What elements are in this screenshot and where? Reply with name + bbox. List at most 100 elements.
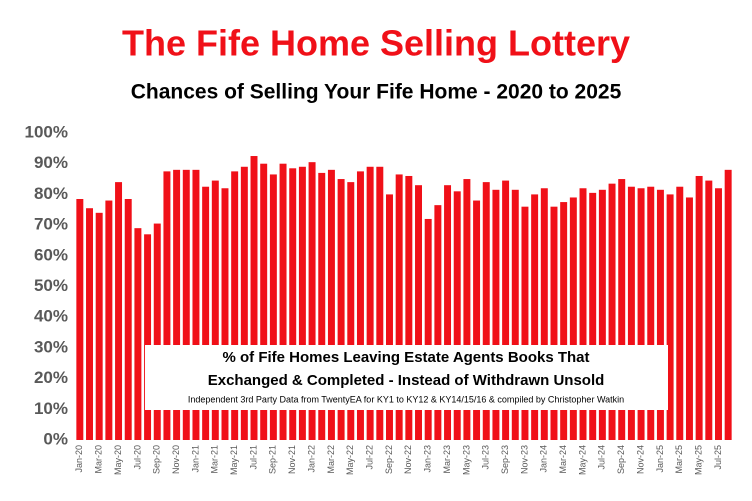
bar (715, 188, 722, 440)
x-tick-label: May-22 (345, 445, 355, 475)
annotation: Exchanged & Completed - Instead of Withd… (208, 372, 605, 389)
x-tick-label: Mar-21 (210, 445, 220, 474)
bar (482, 182, 490, 440)
x-tick-label: Jan-21 (190, 445, 200, 473)
bar (86, 208, 93, 440)
bar (134, 228, 142, 440)
bar (627, 186, 635, 440)
bar (366, 166, 374, 440)
y-tick-label: 30% (34, 337, 68, 356)
bar (124, 199, 132, 440)
bar (211, 180, 219, 440)
bar (240, 166, 248, 440)
bar (260, 163, 268, 440)
bar (182, 169, 190, 440)
plot-area: 0% 10% 20% 30% 40% 50% 60% 70% 80% 90% 100% Jan-20 M… (25, 122, 732, 475)
bar (356, 171, 364, 440)
x-tick-label: Jul-20 (132, 445, 142, 470)
bar (531, 194, 539, 440)
y-tick-label: 40% (34, 307, 68, 326)
bar (337, 179, 345, 441)
bar (666, 194, 674, 440)
bar (608, 183, 616, 440)
x-tick-label: Jul-25 (713, 445, 723, 470)
y-tick-label: 80% (34, 184, 68, 203)
bar (685, 197, 693, 440)
bar (376, 166, 384, 440)
x-tick-label: Jan-24 (539, 445, 549, 473)
x-tick-label: Sep-20 (152, 445, 162, 474)
x-tick-label: Sep-22 (384, 445, 394, 474)
bar (308, 162, 316, 441)
bar (695, 175, 703, 441)
x-tick-label: Jul-22 (365, 445, 375, 470)
annotation-box (145, 345, 668, 410)
y-tick-label: 90% (34, 153, 68, 172)
bar (589, 192, 597, 440)
x-tick-label: Sep-24 (616, 445, 626, 474)
bar (492, 189, 500, 440)
bar (144, 234, 152, 440)
y-tick-label: 70% (34, 215, 68, 234)
bar (579, 188, 587, 440)
bar (676, 186, 684, 440)
x-tick-label: Jan-22 (306, 445, 316, 473)
bar (705, 180, 713, 440)
x-tick-label: Sep-23 (500, 445, 510, 474)
chart-subtitle: Chances of Selling Your Fife Home - 2020… (131, 81, 622, 104)
bar (298, 166, 306, 440)
bar (153, 223, 161, 440)
bar (405, 175, 413, 441)
bar (163, 171, 171, 440)
bar (202, 186, 210, 440)
bar (656, 189, 664, 440)
bar (550, 206, 558, 440)
bar (347, 182, 355, 440)
x-tick-label: Mar-24 (558, 445, 568, 474)
annotation: % of Fife Homes Leaving Estate Agents Bo… (222, 349, 589, 366)
x-tick-label: Mar-22 (326, 445, 336, 474)
bar (221, 188, 229, 440)
x-tick-label: Jul-23 (481, 445, 491, 470)
x-tick-label: Mar-25 (674, 445, 684, 474)
x-tick-label: Mar-20 (94, 445, 104, 474)
bar (115, 182, 123, 440)
bar (444, 185, 452, 440)
x-tick-label: May-20 (113, 445, 123, 475)
bar (473, 200, 481, 440)
bar (463, 179, 471, 441)
y-tick-label: 10% (34, 399, 68, 418)
bar (598, 189, 606, 440)
x-tick-label: Mar-23 (442, 445, 452, 474)
bar (540, 188, 548, 440)
bar (173, 169, 181, 440)
bar (250, 156, 258, 440)
bar (386, 194, 393, 440)
x-tick-label: May-21 (229, 445, 239, 475)
x-tick-label: Jan-23 (423, 445, 433, 473)
bar (637, 188, 645, 440)
bar (415, 185, 422, 440)
bar (569, 197, 577, 440)
bar (511, 189, 519, 440)
bar (289, 168, 297, 440)
x-tick-label: Jul-21 (248, 445, 258, 470)
x-tick-label: Nov-20 (171, 445, 181, 474)
bar (105, 200, 113, 440)
y-tick-label: 60% (34, 245, 68, 264)
x-tick-label: Nov-21 (287, 445, 297, 474)
x-tick-label: May-25 (694, 445, 704, 475)
bar (327, 169, 335, 440)
x-tick-label: Jan-25 (655, 445, 665, 473)
bar (647, 186, 655, 440)
y-tick-label: 100% (25, 122, 68, 141)
bar (521, 206, 529, 440)
bar (618, 179, 626, 441)
x-tick-label: Sep-21 (268, 445, 278, 474)
y-tick-label: 0% (43, 429, 68, 448)
bar (231, 171, 239, 440)
bar (453, 191, 461, 440)
x-tick-label: May-24 (577, 445, 587, 475)
chart-title: The Fife Home Selling Lottery (122, 23, 630, 64)
